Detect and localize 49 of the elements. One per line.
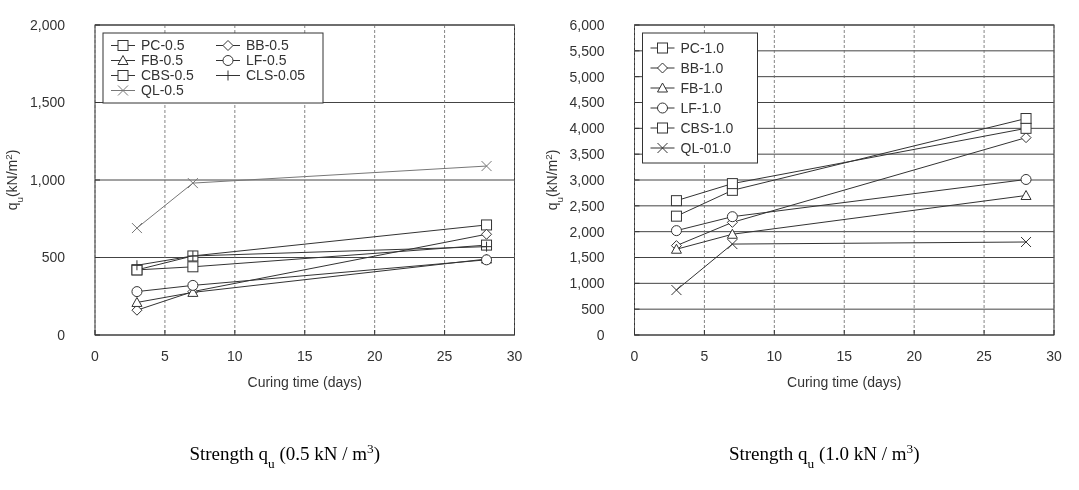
legend-label: PC-1.0 — [680, 39, 725, 56]
y-tick-label: 6,000 — [569, 16, 605, 33]
x-tick-label: 20 — [906, 348, 923, 364]
legend-label: LF-1.0 — [680, 99, 722, 116]
y-tick-label: 500 — [581, 301, 605, 318]
y-tick-label: 5,000 — [569, 68, 605, 85]
x-tick-label: 25 — [976, 348, 993, 364]
x-tick-label: 15 — [836, 348, 853, 364]
legend-label: QL-0.5 — [141, 82, 185, 99]
text: Strength q$_{u}$ (1.0 kN / m$^{3}$) — [728, 440, 920, 471]
x-axis-title: Curing time (days) — [787, 374, 902, 390]
legend-label: CBS-0.5 — [141, 67, 195, 84]
x-tick-label: 10 — [227, 348, 243, 364]
x-tick-label: 30 — [1046, 348, 1062, 364]
x-tick-label: 20 — [366, 348, 383, 364]
x-axis-title: Curing time (days) — [247, 374, 362, 390]
legend-label: PC-0.5 — [141, 37, 185, 54]
legend-label: BB-0.5 — [246, 37, 290, 54]
y-tick-label: 2,000 — [29, 16, 66, 33]
x-tick-label: 30 — [506, 348, 523, 364]
y-tick-label: 4,000 — [569, 120, 605, 137]
x-tick-label: 0 — [630, 348, 639, 364]
legend-label: LF-0.5 — [246, 52, 287, 69]
x-tick-label: 5 — [700, 348, 709, 364]
y-tick-label: 0 — [596, 326, 605, 343]
text: Strength q$_{u}$ (0.5 kN / m$^{3}$) — [189, 440, 381, 471]
y-tick-label: 2,000 — [569, 223, 605, 240]
legend-label: BB-1.0 — [680, 59, 724, 76]
legend-label: CLS-0.05 — [246, 67, 306, 84]
y-tick-label: 5,500 — [569, 42, 605, 59]
y-tick-label: 4,500 — [569, 94, 605, 111]
legend-label: QL-01.0 — [680, 139, 732, 156]
y-tick-label: 1,500 — [569, 249, 605, 266]
y-tick-label: 500 — [41, 249, 66, 266]
y-tick-label: 3,000 — [569, 171, 605, 188]
x-tick-label: 5 — [161, 348, 170, 364]
y-tick-label: 0 — [57, 326, 66, 343]
y-tick-label: 1,000 — [569, 275, 605, 292]
y-tick-label: 1,000 — [29, 171, 66, 188]
x-tick-label: 0 — [91, 348, 100, 364]
x-tick-label: 10 — [766, 348, 783, 364]
legend-label: FB-1.0 — [680, 79, 723, 96]
x-tick-label: 25 — [436, 348, 453, 364]
y-tick-label: 3,500 — [569, 146, 605, 163]
y-tick-label: 1,500 — [29, 94, 66, 111]
legend-label: CBS-1.0 — [680, 119, 734, 136]
x-tick-label: 15 — [296, 348, 313, 364]
y-tick-label: 2,500 — [569, 197, 605, 214]
legend-label: FB-0.5 — [141, 52, 184, 69]
